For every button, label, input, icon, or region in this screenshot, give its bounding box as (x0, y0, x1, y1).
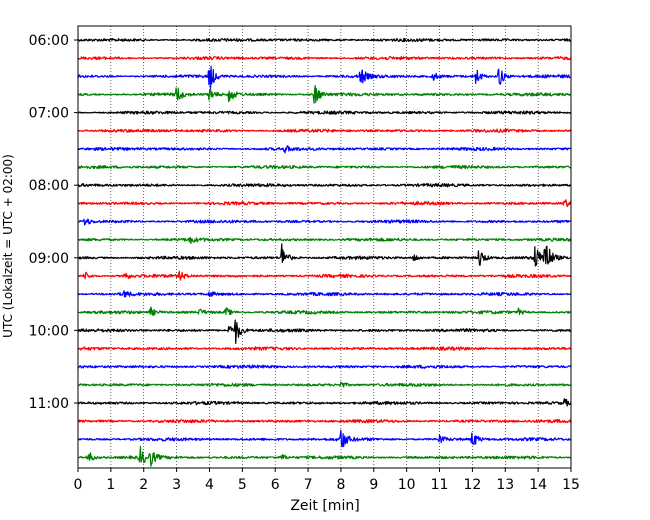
x-tick-label-5: 5 (238, 477, 247, 493)
y-axis-label: UTC (Lokalzeit = UTC + 02:00) (1, 154, 15, 338)
trace-1015 (77, 346, 572, 351)
x-tick-label-15: 15 (562, 477, 580, 493)
y-tick-label-2: 08:00 (29, 178, 69, 194)
trace-1100 (77, 398, 572, 407)
trace-1000 (77, 319, 572, 345)
trace-0945 (77, 306, 572, 317)
seismogram-traces (77, 37, 572, 467)
x-tick-label-12: 12 (463, 477, 481, 493)
x-tick-label-7: 7 (304, 477, 313, 493)
x-tick-label-8: 8 (336, 477, 345, 493)
y-tick-label-4: 10:00 (29, 323, 69, 339)
x-tick-label-0: 0 (74, 477, 83, 493)
x-tick-label-2: 2 (139, 477, 148, 493)
x-tick-label-14: 14 (529, 477, 547, 493)
x-tick-label-11: 11 (431, 477, 449, 493)
trace-0745 (77, 164, 572, 170)
y-tick-label-3: 09:00 (29, 251, 69, 267)
trace-0630 (77, 65, 572, 90)
trace-0700 (77, 110, 572, 115)
x-axis-label: Zeit [min] (290, 498, 359, 514)
trace-1145 (77, 445, 572, 467)
trace-0830 (77, 218, 572, 226)
trace-0900 (77, 243, 572, 267)
x-axis-ticks: 0 1 2 3 4 5 6 7 8 9 10 11 12 13 14 15 (74, 468, 580, 493)
trace-0615 (77, 55, 572, 61)
y-tick-label-1: 07:00 (29, 106, 69, 122)
trace-0600 (77, 37, 572, 43)
trace-0715 (77, 128, 572, 133)
x-tick-label-1: 1 (106, 477, 115, 493)
trace-0915 (77, 270, 572, 281)
trace-0645 (77, 84, 572, 104)
trace-1030 (77, 364, 572, 369)
plot-frame (77, 25, 572, 469)
trace-0815 (77, 199, 572, 208)
trace-1130 (77, 429, 572, 448)
y-axis-ticks: 06:00 07:00 08:00 09:00 10:00 11:00 (29, 33, 78, 412)
y-tick-label-5: 11:00 (29, 396, 69, 412)
x-tick-label-6: 6 (271, 477, 280, 493)
y-tick-label-0: 06:00 (29, 33, 69, 49)
trace-0800 (77, 182, 572, 188)
x-tick-label-4: 4 (205, 477, 214, 493)
x-tick-label-9: 9 (369, 477, 378, 493)
trace-1045 (77, 381, 572, 388)
trace-1115 (77, 418, 572, 424)
trace-0845 (77, 236, 572, 245)
x-tick-label-3: 3 (172, 477, 181, 493)
trace-0730 (77, 145, 572, 154)
x-tick-label-10: 10 (398, 477, 416, 493)
trace-0930 (77, 290, 572, 298)
x-tick-label-13: 13 (496, 477, 514, 493)
